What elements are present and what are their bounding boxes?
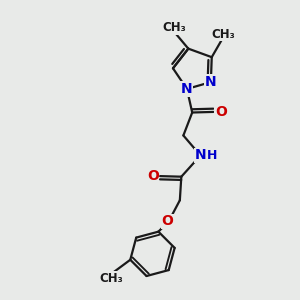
Text: O: O xyxy=(147,169,159,183)
Text: N: N xyxy=(195,148,206,163)
Text: N: N xyxy=(181,82,193,96)
Text: O: O xyxy=(215,105,227,119)
Text: O: O xyxy=(161,214,173,228)
Text: CH₃: CH₃ xyxy=(163,21,186,34)
Text: H: H xyxy=(206,149,217,162)
Text: CH₃: CH₃ xyxy=(99,272,123,285)
Text: CH₃: CH₃ xyxy=(211,28,235,40)
Text: N: N xyxy=(205,75,217,89)
